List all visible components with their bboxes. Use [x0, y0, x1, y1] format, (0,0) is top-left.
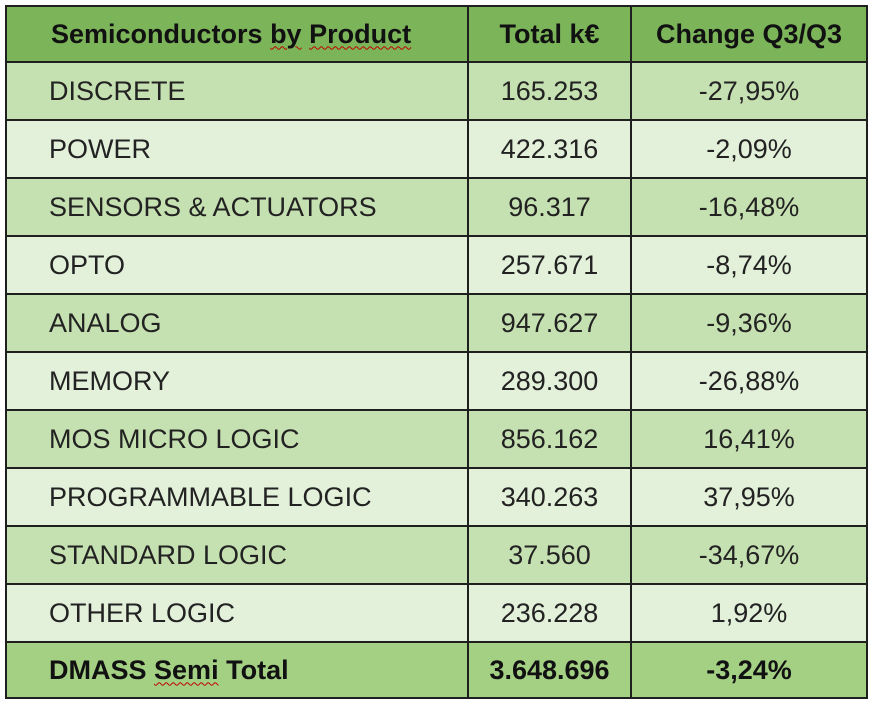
row-change: -2,09%	[630, 119, 868, 179]
row-change: -16,48%	[630, 177, 868, 237]
table-row: SENSORS & ACTUATORS 96.317 -16,48%	[5, 177, 868, 237]
table-row: MOS MICRO LOGIC 856.162 16,41%	[5, 409, 868, 469]
row-name: PROGRAMMABLE LOGIC	[5, 467, 469, 527]
table-header-row: Semiconductors by Product Total k€ Chang…	[5, 5, 868, 63]
row-total: 37.560	[467, 525, 632, 585]
row-name: OPTO	[5, 235, 469, 295]
row-change: -9,36%	[630, 293, 868, 353]
row-change: 16,41%	[630, 409, 868, 469]
row-name: ANALOG	[5, 293, 469, 353]
total-word3: Total	[226, 654, 289, 685]
table-row: OPTO 257.671 -8,74%	[5, 235, 868, 295]
semiconductor-table: Semiconductors by Product Total k€ Chang…	[5, 5, 868, 699]
table-total-row: DMASS Semi Total 3.648.696 -3,24%	[5, 641, 868, 699]
row-total: 340.263	[467, 467, 632, 527]
table-row: STANDARD LOGIC 37.560 -34,67%	[5, 525, 868, 585]
row-total: 165.253	[467, 61, 632, 121]
row-total: 422.316	[467, 119, 632, 179]
row-total: 856.162	[467, 409, 632, 469]
total-row-name: DMASS Semi Total	[5, 641, 469, 699]
total-row-total: 3.648.696	[467, 641, 632, 699]
row-change: 1,92%	[630, 583, 868, 643]
row-name: SENSORS & ACTUATORS	[5, 177, 469, 237]
total-word1: DMASS	[49, 654, 147, 685]
row-name: OTHER LOGIC	[5, 583, 469, 643]
total-word2: Semi	[154, 654, 219, 685]
row-change: -8,74%	[630, 235, 868, 295]
row-change: -26,88%	[630, 351, 868, 411]
row-total: 947.627	[467, 293, 632, 353]
semiconductor-table-container: Semiconductors by Product Total k€ Chang…	[5, 5, 868, 715]
header-product-word3: Product	[309, 18, 412, 49]
header-product-word2: by	[270, 18, 302, 49]
row-total: 96.317	[467, 177, 632, 237]
table-row: OTHER LOGIC 236.228 1,92%	[5, 583, 868, 643]
row-change: 37,95%	[630, 467, 868, 527]
total-row-change: -3,24%	[630, 641, 868, 699]
header-product-word1: Semiconductors	[51, 18, 263, 49]
header-change: Change Q3/Q3	[630, 5, 868, 63]
table-row: PROGRAMMABLE LOGIC 340.263 37,95%	[5, 467, 868, 527]
row-name: DISCRETE	[5, 61, 469, 121]
row-change: -27,95%	[630, 61, 868, 121]
row-name: MEMORY	[5, 351, 469, 411]
table-row: ANALOG 947.627 -9,36%	[5, 293, 868, 353]
row-change: -34,67%	[630, 525, 868, 585]
header-product: Semiconductors by Product	[5, 5, 469, 63]
header-total: Total k€	[467, 5, 632, 63]
table-row: DISCRETE 165.253 -27,95%	[5, 61, 868, 121]
table-row: MEMORY 289.300 -26,88%	[5, 351, 868, 411]
row-total: 236.228	[467, 583, 632, 643]
row-name: STANDARD LOGIC	[5, 525, 469, 585]
row-name: MOS MICRO LOGIC	[5, 409, 469, 469]
row-total: 289.300	[467, 351, 632, 411]
row-name: POWER	[5, 119, 469, 179]
row-total: 257.671	[467, 235, 632, 295]
table-row: POWER 422.316 -2,09%	[5, 119, 868, 179]
